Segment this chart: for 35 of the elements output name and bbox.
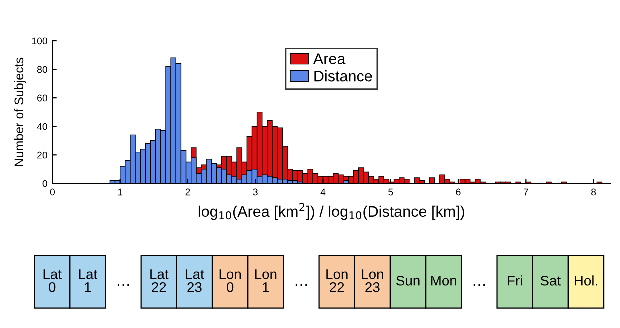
category-label: … (474, 284, 486, 286)
x-tick-label: 7 (524, 188, 528, 196)
category-label: Lat 0 (44, 270, 62, 292)
y-tick-label: 80 (37, 66, 48, 74)
x-tick-label: 8 (592, 188, 596, 196)
x-tick-label: 3 (253, 188, 258, 196)
category-label: Sat (540, 276, 561, 286)
x-tick-label: 2 (186, 188, 190, 196)
category-label: Fri (508, 276, 522, 286)
category-label: Hol. (575, 276, 598, 286)
category-label: Lon 23 (362, 270, 384, 292)
category-label: Lon 0 (220, 270, 242, 292)
x-tick-label: 0 (50, 188, 56, 196)
category-label: Lat 1 (79, 270, 98, 292)
x-tick-label: 6 (456, 188, 461, 196)
y-tick-label: 60 (38, 94, 48, 102)
legend-label: Distance (314, 70, 372, 82)
x-tick-label: 5 (388, 188, 394, 196)
y-tick-label: 100 (32, 38, 48, 45)
category-label: Lat 23 (186, 270, 204, 292)
legend-label: Area (313, 54, 346, 64)
x-tick-label: 4 (320, 188, 326, 196)
x-axis-title: log$_{10}$(Area [km$^{2}$]) / log$_{10}$(Distance [km]) (198, 203, 464, 220)
category-label: Lon 1 (255, 270, 277, 292)
category-label: Lat 22 (150, 270, 169, 292)
category-label: Mon (432, 276, 456, 286)
category-label: Sun (396, 276, 420, 286)
y-axis-title: Number of Subjects (14, 58, 26, 166)
y-tick-label: 20 (38, 152, 48, 159)
category-label: … (296, 284, 308, 286)
y-tick-label: 40 (37, 123, 48, 130)
y-tick-label: 0 (42, 180, 48, 188)
category-label: Lon 22 (326, 270, 348, 292)
x-tick-label: 1 (118, 188, 123, 196)
category-label: … (118, 284, 130, 286)
